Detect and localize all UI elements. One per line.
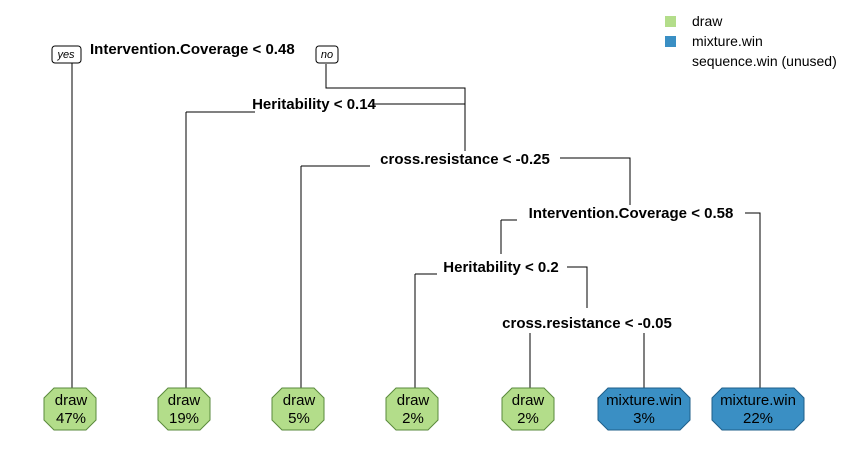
split-intervention-coverage-058: Intervention.Coverage < 0.58 xyxy=(529,205,734,222)
edge-h014-no xyxy=(372,103,466,151)
leaf-4-pct: 2% xyxy=(402,410,424,427)
legend-swatch-draw xyxy=(665,16,676,27)
leaf-2-class: draw xyxy=(168,392,201,409)
leaf-4: draw 2% xyxy=(385,387,439,431)
leaf-3-class: draw xyxy=(283,392,316,409)
leaf-6-pct: 3% xyxy=(633,410,655,427)
split-cross-resistance-025: cross.resistance < -0.25 xyxy=(380,151,550,168)
legend-label-sequence-win: sequence.win (unused) xyxy=(692,53,837,69)
leaf-1-class: draw xyxy=(55,392,88,409)
edge-h02-no xyxy=(567,266,588,308)
leaf-5-class: draw xyxy=(512,392,545,409)
split-heritability-02: Heritability < 0.2 xyxy=(443,259,558,276)
edge-root-no xyxy=(325,64,466,104)
leaf-2-pct: 19% xyxy=(169,410,199,427)
leaf-7-class: mixture.win xyxy=(720,392,796,409)
leaf-5-pct: 2% xyxy=(517,410,539,427)
leaf-4-class: draw xyxy=(397,392,430,409)
yes-label: yes xyxy=(56,49,75,61)
leaf-6-class: mixture.win xyxy=(606,392,682,409)
edge-ic058-no xyxy=(745,212,761,395)
leaf-5: draw 2% xyxy=(501,387,555,431)
legend-swatch-mixture-win xyxy=(665,36,676,47)
no-label: no xyxy=(321,49,333,61)
leaf-4-shape xyxy=(385,387,439,431)
split-heritability-014: Heritability < 0.14 xyxy=(252,96,376,113)
edge-cr025-no xyxy=(560,157,631,205)
leaf-3-shape xyxy=(271,387,325,431)
leaf-7-pct: 22% xyxy=(743,410,773,427)
leaf-5-shape xyxy=(501,387,555,431)
legend-label-draw: draw xyxy=(692,13,723,29)
legend: draw mixture.win sequence.win (unused) xyxy=(665,13,837,69)
leaf-1-shape xyxy=(43,387,97,431)
yes-box: yes xyxy=(51,45,82,64)
leaf-1: draw 47% xyxy=(43,387,97,431)
tree-leaves: draw 47% draw 19% draw 5% draw 2% draw 2… xyxy=(43,387,805,431)
split-cross-resistance-005: cross.resistance < -0.05 xyxy=(502,315,672,332)
tree-edges xyxy=(71,60,761,395)
edge-h02-yes xyxy=(414,273,437,395)
edge-ic058-yes xyxy=(500,219,517,254)
leaf-7-shape xyxy=(711,387,805,431)
split-intervention-coverage-048: Intervention.Coverage < 0.48 xyxy=(90,41,295,58)
legend-label-mixture-win: mixture.win xyxy=(692,33,763,49)
no-box: no xyxy=(315,45,339,64)
leaf-2-shape xyxy=(157,387,211,431)
leaf-3: draw 5% xyxy=(271,387,325,431)
leaf-2: draw 19% xyxy=(157,387,211,431)
leaf-7: mixture.win 22% xyxy=(711,387,805,431)
leaf-3-pct: 5% xyxy=(288,410,310,427)
leaf-6: mixture.win 3% xyxy=(597,387,691,431)
leaf-1-pct: 47% xyxy=(56,410,86,427)
leaf-6-shape xyxy=(597,387,691,431)
